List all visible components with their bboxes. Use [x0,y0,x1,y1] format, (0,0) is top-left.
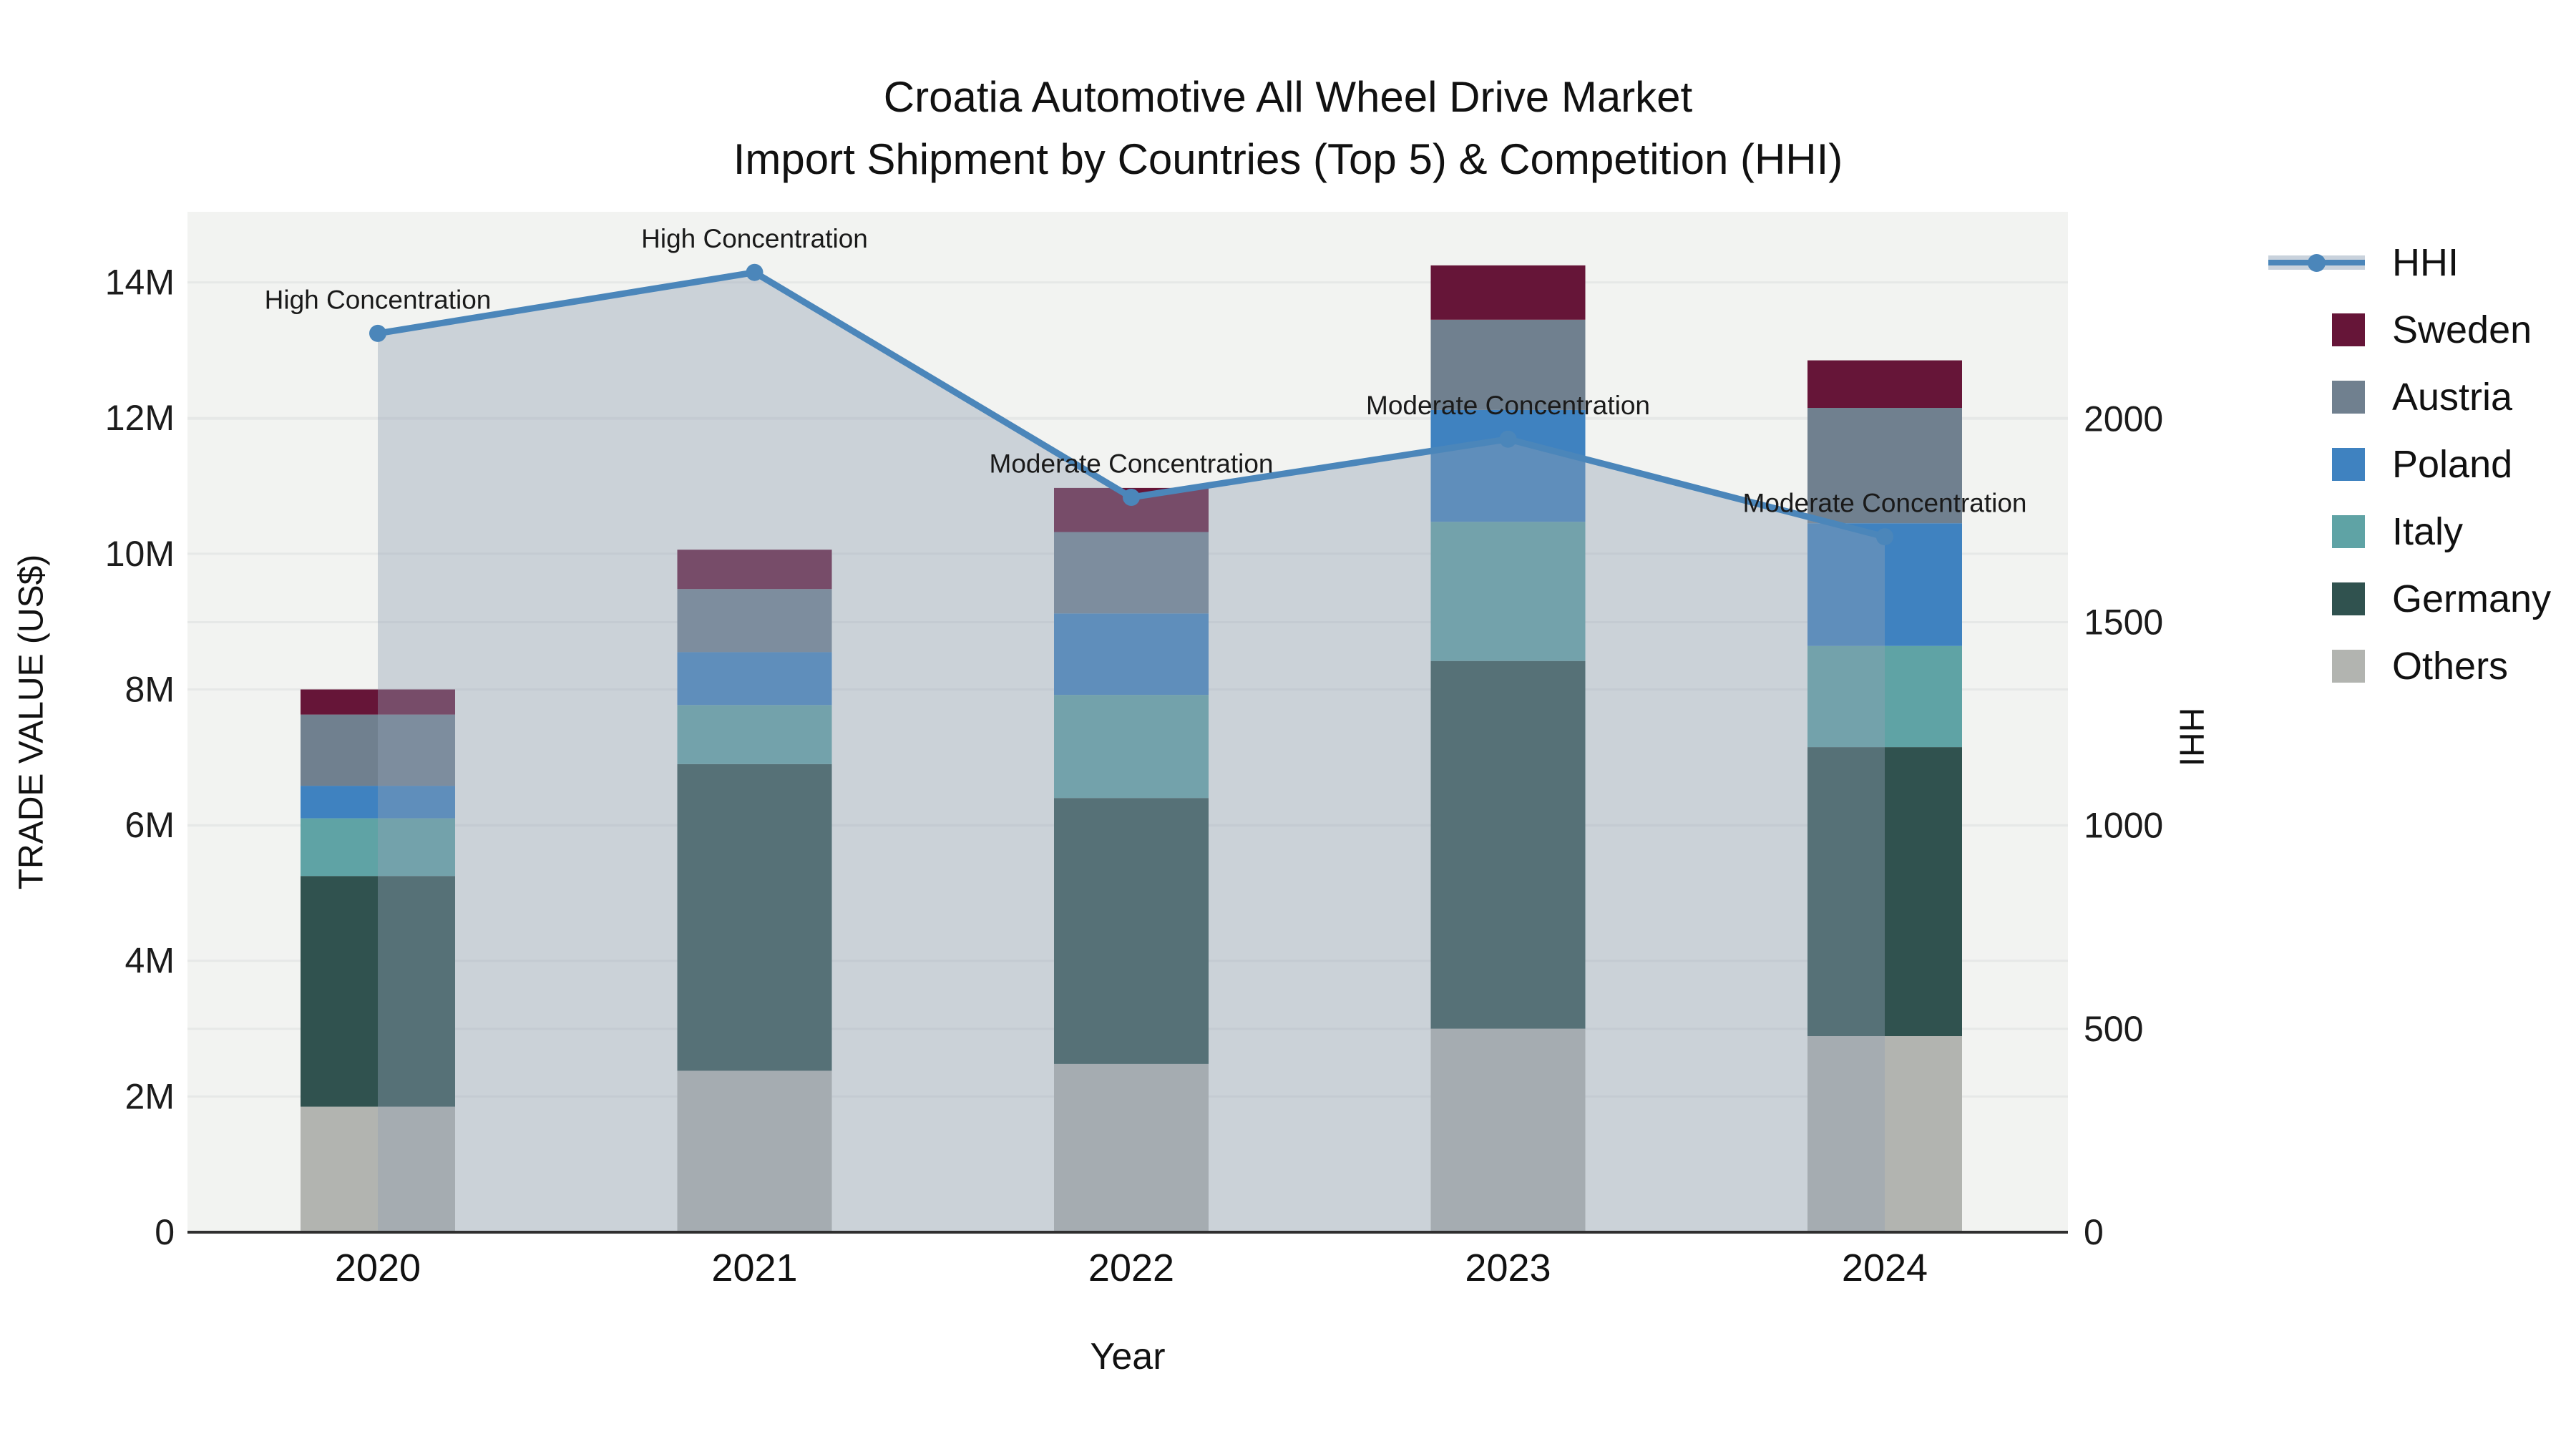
x-tick-label-2021: 2021 [711,1246,797,1289]
legend-item-others[interactable]: Others [2222,633,2551,700]
hhi-area-fill [378,272,1885,1233]
poland-swatch-icon [2222,448,2365,481]
hhi-point-2024[interactable] [1876,528,1893,546]
legend-label: Austria [2392,376,2513,419]
hhi-point-2021[interactable] [746,263,763,281]
legend-swatch [2332,448,2365,481]
y-tick-label: 12M [105,398,175,438]
hhi-line-sample [2268,254,2365,272]
bar-2020-germany[interactable] [301,876,455,1107]
bar-2020-poland[interactable] [301,786,455,819]
y-tick-label: 4M [125,941,175,981]
hhi-marker-dot [2308,254,2326,272]
y-tick-label: 8M [125,670,175,710]
legend-swatch [2332,313,2365,346]
bar-2023-austria[interactable] [1430,319,1586,410]
italy-swatch-icon [2222,515,2365,548]
hhi-point-2022[interactable] [1123,489,1140,506]
legend-item-poland[interactable]: Poland [2222,431,2551,498]
y-tick-label: 0 [155,1212,175,1252]
bar-2024-austria[interactable] [1807,408,1962,524]
legend-label: Sweden [2392,308,2532,351]
bar-2021-germany[interactable] [677,763,832,1071]
x-tick-label-2024: 2024 [1842,1246,1928,1289]
y-tick-label: 6M [125,805,175,845]
legend-label: Poland [2392,443,2513,486]
bar-2021-sweden[interactable] [677,550,832,590]
bar-2020-sweden[interactable] [301,689,455,715]
legend-label: Germany [2392,577,2552,620]
bar-2020-others[interactable] [301,1106,455,1232]
sweden-swatch-icon [2222,313,2365,346]
bar-2020-italy[interactable] [301,818,455,877]
legend-item-germany[interactable]: Germany [2222,565,2551,633]
y2-tick-label: 1500 [2084,602,2163,643]
bar-2023-italy[interactable] [1430,522,1586,661]
bar-2024-sweden[interactable] [1807,360,1962,408]
bar-2024-italy[interactable] [1807,645,1962,748]
x-tick-label-2023: 2023 [1465,1246,1551,1289]
annotation-2021: High Concentration [641,224,868,253]
annotation-2023: Moderate Concentration [1366,391,1650,420]
legend-label: Italy [2392,510,2464,553]
hhi-point-2020[interactable] [369,324,386,342]
x-tick-label-2020: 2020 [335,1246,421,1289]
bar-2021-austria[interactable] [677,589,832,653]
chart-title-line1: Croatia Automotive All Wheel Drive Marke… [883,73,1693,121]
legend-item-austria[interactable]: Austria [2222,364,2551,431]
x-axis-title: Year [1090,1336,1166,1377]
y-tick-label: 2M [125,1076,175,1116]
y-tick-label: 14M [105,263,175,303]
austria-swatch-icon [2222,381,2365,414]
others-swatch-icon [2222,650,2365,683]
y2-tick-label: 2000 [2084,399,2163,439]
bar-2022-austria[interactable] [1054,532,1209,614]
y2-tick-label: 500 [2084,1009,2143,1049]
bar-2023-sweden[interactable] [1430,265,1586,320]
hhi-point-2023[interactable] [1499,430,1517,448]
bar-2024-others[interactable] [1807,1036,1962,1232]
bar-2022-others[interactable] [1054,1063,1209,1232]
bar-2021-italy[interactable] [677,705,832,764]
annotation-2020: High Concentration [265,285,492,314]
annotation-2022: Moderate Concentration [990,449,1274,479]
bar-2023-germany[interactable] [1430,660,1586,1029]
legend-label: HHI [2392,241,2459,284]
legend-swatch [2332,515,2365,548]
bar-2024-germany[interactable] [1807,747,1962,1036]
legend-item-hhi[interactable]: HHI [2222,229,2551,296]
legend-label: Others [2392,645,2509,688]
bar-2022-italy[interactable] [1054,695,1209,799]
y-tick-label: 10M [105,534,175,574]
bar-2021-poland[interactable] [677,652,832,706]
bar-2020-austria[interactable] [301,714,455,786]
y2-tick-label: 1000 [2084,806,2163,846]
legend-swatch [2332,582,2365,615]
legend: HHI Sweden Austria Poland Italy Germany Others [2222,229,2551,700]
legend-item-italy[interactable]: Italy [2222,498,2551,565]
hhi-line-icon [2222,254,2365,272]
bar-2023-others[interactable] [1430,1028,1586,1232]
y2-tick-label: 0 [2084,1212,2104,1252]
chart-title: Croatia Automotive All Wheel Drive Marke… [0,66,2576,190]
legend-item-sweden[interactable]: Sweden [2222,296,2551,364]
bar-2022-poland[interactable] [1054,613,1209,696]
bar-2022-germany[interactable] [1054,798,1209,1064]
y2-axis-title: HHI [2172,707,2210,767]
bar-2021-others[interactable] [677,1070,832,1232]
germany-swatch-icon [2222,582,2365,615]
legend-swatch [2332,650,2365,683]
chart-title-line2: Import Shipment by Countries (Top 5) & C… [733,135,1843,183]
bar-2023-poland[interactable] [1430,409,1586,522]
annotation-2024: Moderate Concentration [1743,489,2027,518]
legend-swatch [2332,381,2365,414]
y-axis-title: TRADE VALUE (US$) [12,554,51,890]
x-tick-label-2022: 2022 [1088,1246,1174,1289]
